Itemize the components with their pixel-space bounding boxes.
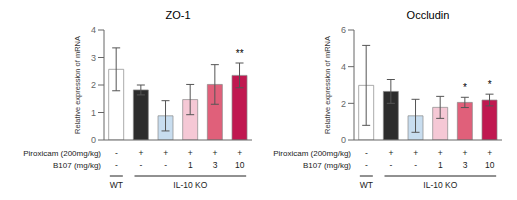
svg-text:10: 10	[235, 160, 245, 170]
svg-text:IL-10 KO: IL-10 KO	[173, 180, 207, 190]
svg-text:*: *	[463, 82, 467, 93]
svg-text:1: 1	[188, 160, 193, 170]
svg-text:Piroxicam (200mg/kg): Piroxicam (200mg/kg)	[273, 149, 351, 158]
svg-text:+: +	[237, 148, 242, 158]
svg-text:-: -	[140, 160, 143, 170]
svg-text:Relative expression of mRNA: Relative expression of mRNA	[73, 36, 82, 134]
svg-text:3: 3	[463, 160, 468, 170]
svg-text:+: +	[213, 148, 218, 158]
svg-text:*: *	[488, 79, 492, 90]
svg-text:+: +	[487, 148, 492, 158]
svg-text:**: **	[236, 48, 244, 59]
svg-text:+: +	[188, 148, 193, 158]
svg-text:-: -	[115, 148, 118, 158]
svg-text:+: +	[438, 148, 443, 158]
svg-text:1: 1	[438, 160, 443, 170]
svg-text:-: -	[390, 160, 393, 170]
svg-text:-: -	[414, 160, 417, 170]
svg-text:10: 10	[485, 160, 495, 170]
svg-text:+: +	[139, 148, 144, 158]
svg-text:2: 2	[341, 99, 346, 109]
svg-text:+: +	[413, 148, 418, 158]
svg-text:3: 3	[91, 53, 96, 63]
svg-text:-: -	[365, 160, 368, 170]
svg-text:+: +	[163, 148, 168, 158]
svg-text:B107 (mg/kg): B107 (mg/kg)	[53, 161, 101, 170]
svg-text:0: 0	[91, 135, 96, 145]
svg-text:B107 (mg/kg): B107 (mg/kg)	[303, 161, 351, 170]
svg-text:WT: WT	[110, 180, 123, 190]
svg-text:4: 4	[341, 62, 346, 72]
svg-text:-: -	[164, 160, 167, 170]
svg-text:+: +	[463, 148, 468, 158]
svg-text:-: -	[365, 148, 368, 158]
svg-text:4: 4	[91, 25, 96, 35]
html-text:ZO-1: ZO-1	[165, 9, 191, 21]
svg-text:0: 0	[341, 135, 346, 145]
svg-text:Relative expression of mRNA: Relative expression of mRNA	[323, 36, 332, 134]
html-text:Occludin: Occludin	[406, 9, 450, 21]
svg-text:WT: WT	[360, 180, 373, 190]
svg-text:+: +	[389, 148, 394, 158]
svg-text:-: -	[115, 160, 118, 170]
svg-text:6: 6	[341, 25, 346, 35]
svg-text:1: 1	[91, 108, 96, 118]
svg-text:2: 2	[91, 80, 96, 90]
svg-text:Piroxicam (200mg/kg): Piroxicam (200mg/kg)	[23, 149, 101, 158]
svg-text:3: 3	[213, 160, 218, 170]
svg-text:IL-10 KO: IL-10 KO	[423, 180, 457, 190]
